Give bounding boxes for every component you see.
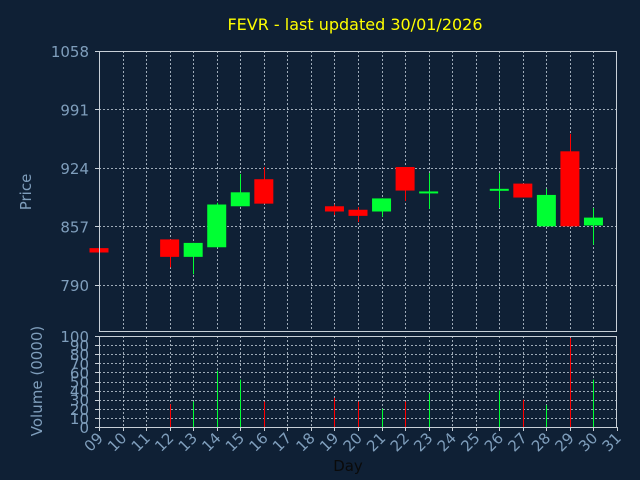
x-tick-label: 31 <box>599 429 625 455</box>
candle-body <box>372 198 392 212</box>
candle-body <box>419 191 439 194</box>
x-axis-label: Day <box>333 457 363 475</box>
price-tick-label: 924 <box>60 160 89 178</box>
candle-body <box>395 167 415 191</box>
price-tick-label: 857 <box>60 218 89 236</box>
price-tick-label: 790 <box>60 277 89 295</box>
x-tick-label: 16 <box>245 429 271 455</box>
volume-tick-label: 50 <box>70 374 89 392</box>
plot-frames <box>99 51 617 428</box>
candles <box>89 133 603 275</box>
volume-tick-label: 80 <box>70 346 89 364</box>
x-tick-label: 25 <box>457 429 483 455</box>
price-tick-label: 991 <box>60 101 89 119</box>
price-axis-label: Price <box>17 174 35 211</box>
x-tick-label: 21 <box>363 429 389 455</box>
volume-tick-label: 100 <box>60 328 89 346</box>
volume-bars <box>170 337 594 427</box>
volume-tick-label: 70 <box>70 355 89 373</box>
x-tick-label: 10 <box>104 429 130 455</box>
x-tick-label: 14 <box>198 429 224 455</box>
candle-body <box>536 194 556 227</box>
volume-tick-label: 10 <box>70 410 89 428</box>
candle-body <box>207 204 227 248</box>
price-axis: 1058 991 924 857 790 <box>51 43 99 295</box>
x-tick-label: 26 <box>481 429 507 455</box>
x-tick-label: 28 <box>528 429 554 455</box>
candle-body <box>230 192 250 207</box>
volume-plot-frame <box>99 336 617 428</box>
price-grid <box>99 51 617 331</box>
candle-body <box>513 183 533 198</box>
volume-axis-label: Volume (0000) <box>28 326 46 436</box>
volume-tick-label: 30 <box>70 392 89 410</box>
volume-tick-label: 20 <box>70 401 89 419</box>
chart-title: FEVR - last updated 30/01/2026 <box>227 15 482 34</box>
candle-body <box>160 239 180 257</box>
candle-body <box>324 206 344 212</box>
candle-body <box>254 179 274 204</box>
volume-tick-label: 90 <box>70 337 89 355</box>
price-plot-frame <box>99 51 617 332</box>
candle-body <box>560 151 580 227</box>
x-tick-label: 22 <box>387 429 413 455</box>
x-tick-label: 12 <box>151 429 177 455</box>
x-tick-label: 15 <box>222 429 248 455</box>
candle-body <box>183 242 203 257</box>
x-tick-label: 29 <box>552 429 578 455</box>
volume-tick-label: 60 <box>70 364 89 382</box>
x-axis: 0910111213141516171819202122232425262728… <box>81 427 625 455</box>
x-tick-label: 18 <box>293 429 319 455</box>
x-tick-label: 24 <box>434 429 460 455</box>
x-tick-label: 30 <box>575 429 601 455</box>
x-tick-label: 11 <box>128 429 154 455</box>
candle-body <box>489 188 509 191</box>
x-tick-label: 27 <box>504 429 530 455</box>
candle-body <box>583 217 603 226</box>
x-tick-label: 23 <box>410 429 436 455</box>
x-tick-label: 19 <box>316 429 342 455</box>
candle-body <box>348 209 368 216</box>
x-tick-label: 17 <box>269 429 295 455</box>
x-tick-label: 13 <box>175 429 201 455</box>
volume-tick-label: 40 <box>70 383 89 401</box>
volume-tick-label: 0 <box>79 419 89 437</box>
price-tick-label: 1058 <box>51 43 89 61</box>
x-tick-label: 20 <box>340 429 366 455</box>
